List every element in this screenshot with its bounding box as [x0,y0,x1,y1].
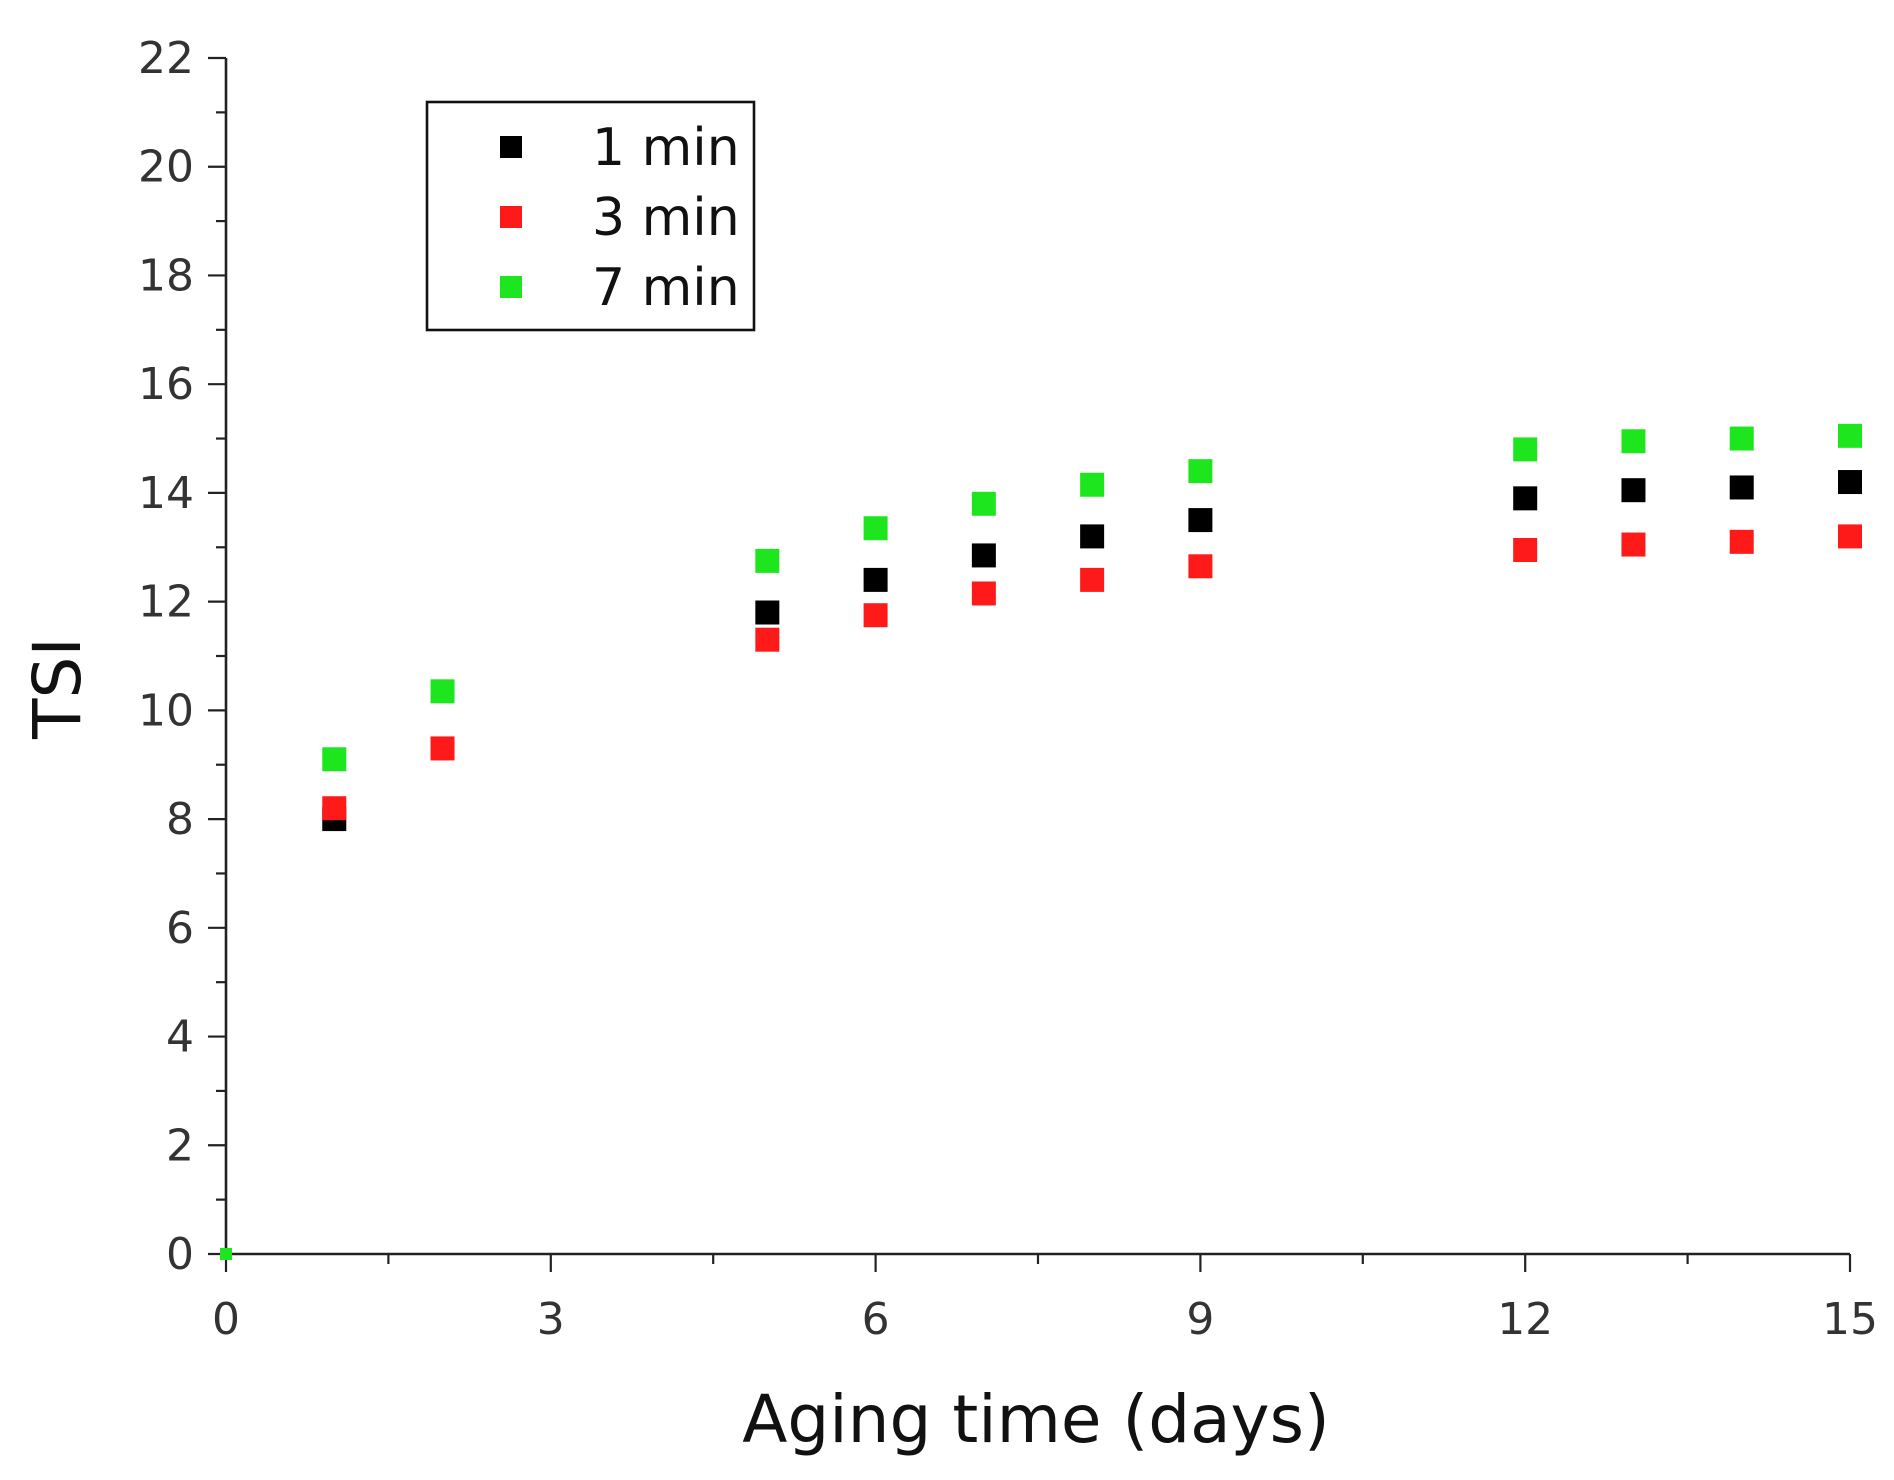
point-7-min [1729,426,1754,451]
x-tick-label: 15 [1822,1294,1878,1345]
y-tick-label: 22 [138,33,194,84]
point-1-min [1513,486,1538,511]
point-1-min [1729,475,1754,500]
point-7-min [1621,429,1646,454]
point-7-min [971,491,996,516]
point-3-min [1080,567,1105,592]
x-tick-label: 6 [862,1294,890,1345]
legend-label-1-min: 1 min [592,118,740,178]
point-3-min [322,796,347,821]
point-1-min [1838,470,1862,495]
point-7-min [1188,459,1213,484]
point-3-min [1729,529,1754,554]
point-7-min [322,747,347,772]
point-1-min [863,567,888,592]
y-tick-label: 16 [138,359,194,410]
y-tick-label: 0 [166,1229,194,1280]
y-tick-label: 2 [166,1120,194,1171]
x-tick-label: 3 [537,1294,565,1345]
point-3-min [430,736,455,761]
point-1-min [971,543,996,568]
y-tick-label: 12 [138,577,194,628]
legend-label-3-min: 3 min [592,188,740,248]
data-points [220,423,1862,1260]
point-7-min [220,1248,232,1260]
point-7-min [1080,472,1105,497]
point-1-min [1080,524,1105,549]
y-tick-label: 20 [138,142,194,193]
legend-label-7-min: 7 min [592,258,740,318]
x-tick-label: 0 [212,1294,240,1345]
point-7-min [1838,423,1862,448]
x-ticks: 0 3 6 9 12 15 [212,1254,1878,1345]
y-tick-label: 10 [138,685,194,736]
point-7-min [863,516,888,541]
point-7-min [755,548,780,573]
point-7-min [1513,437,1538,462]
y-tick-label: 4 [166,1012,194,1063]
point-7-min [430,679,455,704]
point-1-min [1188,508,1213,533]
point-1-min [1621,478,1646,503]
point-3-min [863,603,888,628]
legend-marker-7-min [500,276,522,298]
y-tick-label: 14 [138,468,194,519]
point-3-min [1188,554,1213,579]
point-3-min [1838,524,1862,549]
y-tick-label: 6 [166,903,194,954]
y-tick-label: 8 [166,794,194,845]
x-tick-label: 12 [1497,1294,1553,1345]
y-tick-label: 18 [138,250,194,301]
point-3-min [755,627,780,652]
point-3-min [1621,532,1646,557]
point-3-min [971,581,996,606]
x-tick-label: 9 [1186,1294,1214,1345]
legend-marker-1-min [500,136,522,158]
x-axis-title: Aging time (days) [742,1381,1329,1458]
y-axis-title: TSI [19,637,96,740]
point-3-min [1513,537,1538,562]
y-ticks: 0 2 4 6 8 10 12 14 16 18 20 22 [138,33,226,1280]
legend-box [425,100,756,332]
legend: 1 min 3 min 7 min [425,100,756,332]
point-1-min [755,600,780,625]
legend-marker-3-min [500,206,522,228]
